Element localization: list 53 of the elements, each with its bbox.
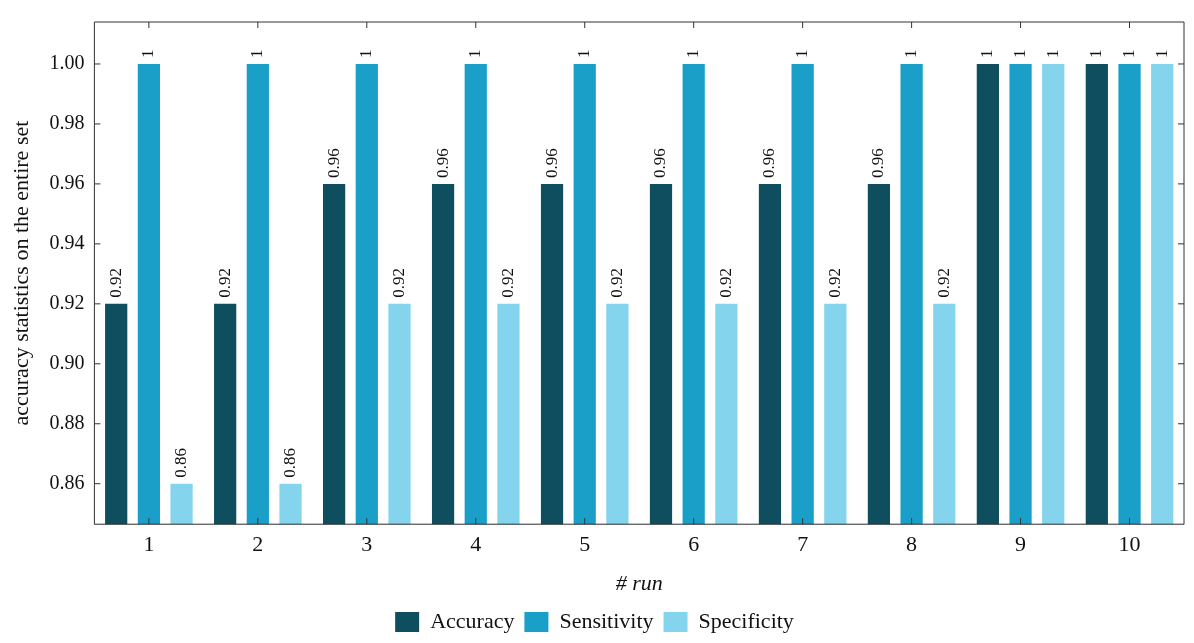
data-label: 1 <box>574 49 594 58</box>
data-label: 0.86 <box>280 447 299 478</box>
data-label: 1 <box>977 49 997 58</box>
data-label: 1 <box>138 49 158 58</box>
data-label: 1 <box>1042 49 1062 58</box>
y-tick-label: 1.00 <box>49 51 85 74</box>
x-tick-label: 6 <box>688 531 700 557</box>
data-label: 0.92 <box>214 268 234 298</box>
x-tick-label: 5 <box>579 531 591 557</box>
legend-label: Specificity <box>698 607 794 633</box>
y-axis-title: accuracy statistics on the entire set <box>7 120 33 426</box>
data-label: 1 <box>247 49 267 58</box>
data-label: 0.92 <box>497 268 517 298</box>
y-tick-label: 0.90 <box>49 351 85 374</box>
data-label: 0.96 <box>432 148 452 178</box>
data-label: 0.92 <box>388 268 408 298</box>
data-label: 0.96 <box>323 148 343 178</box>
data-label: 1 <box>1086 49 1106 58</box>
legend-label: Sensitivity <box>559 607 654 633</box>
y-tick-label: 0.96 <box>49 171 85 194</box>
y-tick-label: 0.88 <box>49 411 85 434</box>
x-tick-label: 4 <box>470 531 482 557</box>
data-label: 1 <box>1010 49 1030 58</box>
data-label: 0.96 <box>650 148 670 178</box>
data-label: 1 <box>683 49 703 58</box>
legend-label: Accuracy <box>430 607 515 633</box>
x-tick-label: 1 <box>143 531 155 557</box>
data-label: 0.92 <box>824 268 844 298</box>
data-label: 1 <box>1151 49 1171 58</box>
y-tick-label: 0.92 <box>49 291 85 314</box>
data-label: 0.92 <box>715 268 735 298</box>
data-label: 0.92 <box>105 268 125 298</box>
y-tick-label: 0.94 <box>49 231 85 254</box>
y-tick-label: 0.86 <box>49 470 85 493</box>
x-tick-label: 2 <box>252 531 264 557</box>
data-label: 1 <box>465 49 485 58</box>
y-tick-label: 0.98 <box>49 111 85 134</box>
data-label: 0.96 <box>759 148 779 178</box>
data-label: 1 <box>1118 49 1138 58</box>
data-label: 1 <box>356 49 376 58</box>
data-label: 0.86 <box>171 447 191 478</box>
data-label: 0.96 <box>868 148 888 178</box>
x-tick-label: 7 <box>797 531 809 557</box>
data-label: 1 <box>901 49 921 58</box>
data-label: 0.92 <box>606 268 626 298</box>
x-tick-label: 9 <box>1015 531 1027 557</box>
x-tick-label: 8 <box>906 531 918 557</box>
x-axis-title: # run <box>615 569 663 595</box>
x-tick-label: 10 <box>1118 531 1141 557</box>
data-label: 0.92 <box>933 268 953 298</box>
x-tick-label: 3 <box>361 531 373 557</box>
data-label: 0.96 <box>541 148 561 178</box>
data-label: 1 <box>792 49 812 58</box>
